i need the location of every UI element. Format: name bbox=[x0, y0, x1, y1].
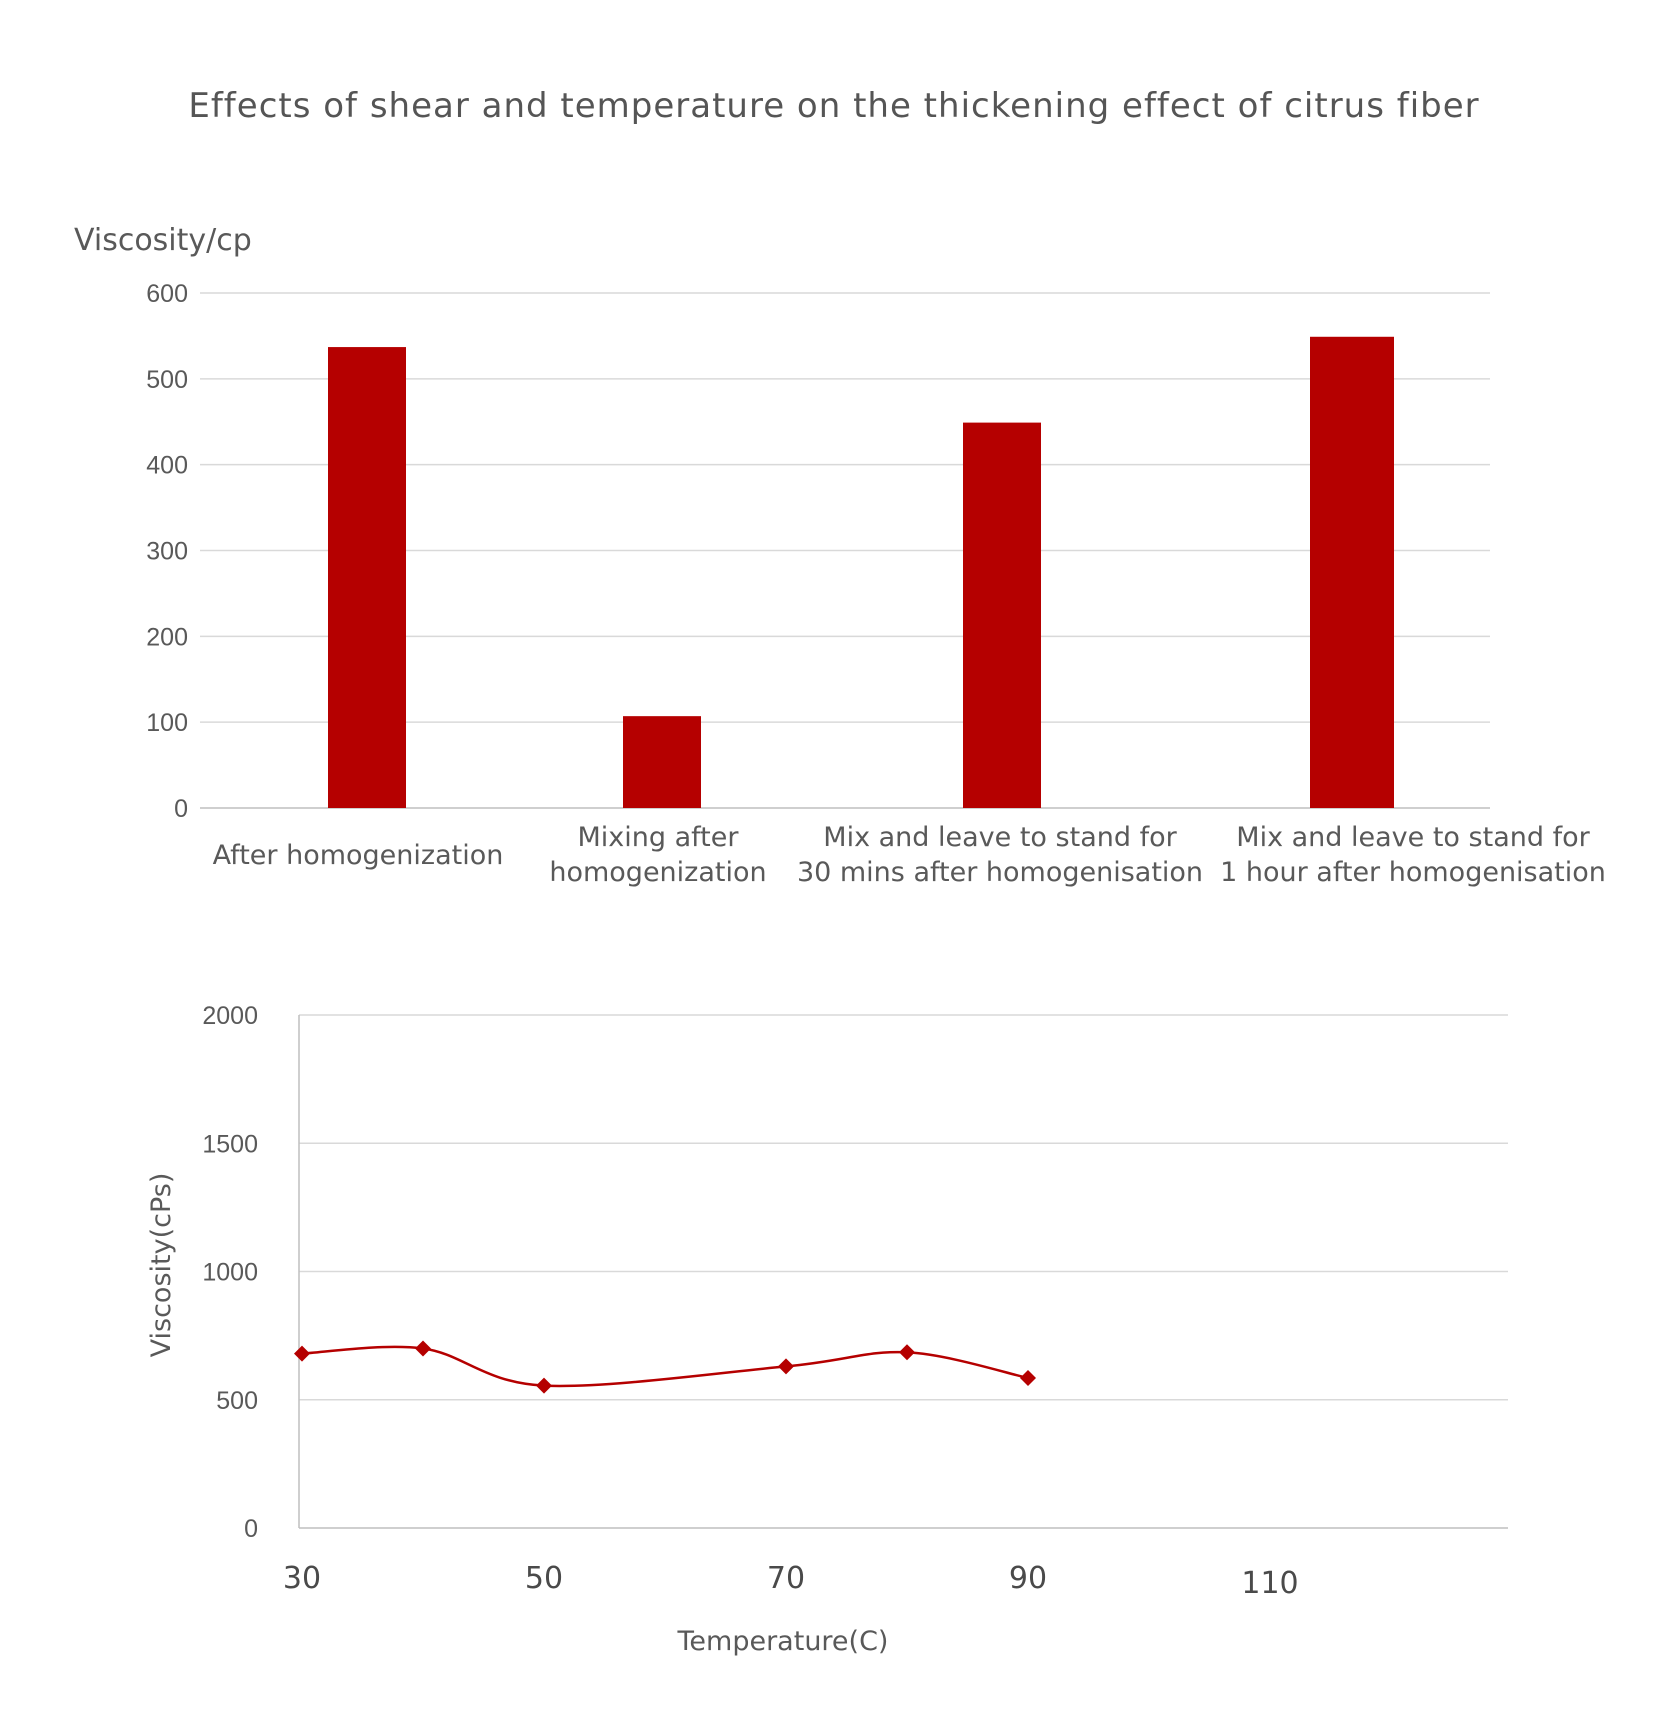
line-x-tick-30: 30 bbox=[283, 1561, 321, 1596]
line-point-5 bbox=[899, 1344, 915, 1361]
line-point-2 bbox=[415, 1340, 431, 1357]
line-x-tick-90: 90 bbox=[1009, 1561, 1047, 1596]
line-y-tick-0: 0 bbox=[244, 1515, 258, 1543]
line-point-6 bbox=[1020, 1369, 1036, 1386]
bar-y-tick-100: 100 bbox=[146, 709, 188, 737]
line-point-3 bbox=[536, 1377, 552, 1394]
line-series-path bbox=[301, 1345, 1029, 1388]
bar-3 bbox=[963, 422, 1041, 808]
bar-chart: Viscosity/cp 0 100 200 300 400 500 600 After h… bbox=[74, 223, 1606, 888]
line-chart-x-tick-labels: 30 50 70 90 110 bbox=[283, 1561, 1299, 1601]
line-x-tick-70: 70 bbox=[767, 1561, 805, 1596]
line-x-tick-50: 50 bbox=[525, 1561, 563, 1596]
line-chart-y-tick-labels: 0 500 1000 1500 2000 bbox=[202, 1002, 258, 1543]
bar-category-label-2: Mixing after bbox=[578, 822, 740, 853]
bar-category-label-3: Mix and leave to stand for bbox=[823, 822, 1177, 853]
bar-2 bbox=[623, 716, 701, 808]
line-point-1 bbox=[294, 1345, 310, 1362]
bar-category-label-4: Mix and leave to stand for bbox=[1236, 822, 1590, 853]
bar-chart-category-labels: After homogenization Mixing after homogeni… bbox=[213, 822, 1606, 888]
bar-category-label-1: After homogenization bbox=[213, 840, 504, 871]
line-point-4 bbox=[778, 1358, 794, 1375]
bar-y-tick-300: 300 bbox=[146, 538, 188, 566]
bar-category-label-2: homogenization bbox=[549, 857, 766, 888]
line-y-tick-500: 500 bbox=[216, 1387, 258, 1415]
line-y-tick-1000: 1000 bbox=[202, 1259, 258, 1287]
bar-chart-y-axis-label: Viscosity/cp bbox=[74, 223, 252, 258]
bar-y-tick-0: 0 bbox=[174, 795, 188, 823]
line-x-tick-110: 110 bbox=[1241, 1566, 1298, 1601]
line-y-tick-1500: 1500 bbox=[202, 1130, 258, 1158]
line-chart-x-axis-label: Temperature(C) bbox=[677, 1626, 889, 1657]
figure-title: Effects of shear and temperature on the … bbox=[188, 86, 1479, 126]
bar-4 bbox=[1310, 336, 1394, 808]
bar-1 bbox=[328, 347, 406, 808]
line-chart: 0 500 1000 1500 2000 30 50 70 90 110 Viscosity(c… bbox=[146, 1002, 1508, 1657]
line-chart-series bbox=[294, 1340, 1036, 1394]
line-chart-y-axis-label: Viscosity(cPs) bbox=[146, 1173, 177, 1358]
bar-y-tick-500: 500 bbox=[146, 366, 188, 394]
line-chart-gridlines bbox=[298, 1014, 1508, 1529]
bar-chart-bars bbox=[328, 336, 1394, 808]
bar-chart-gridlines bbox=[200, 292, 1490, 809]
line-y-tick-2000: 2000 bbox=[202, 1002, 258, 1030]
bar-category-label-4: 1 hour after homogenisation bbox=[1220, 857, 1606, 888]
bar-y-tick-400: 400 bbox=[146, 452, 188, 480]
bar-chart-y-tick-labels: 0 100 200 300 400 500 600 bbox=[146, 280, 188, 823]
bar-y-tick-200: 200 bbox=[146, 623, 188, 651]
bar-category-label-3: 30 mins after homogenisation bbox=[797, 857, 1203, 888]
bar-y-tick-600: 600 bbox=[146, 280, 188, 308]
